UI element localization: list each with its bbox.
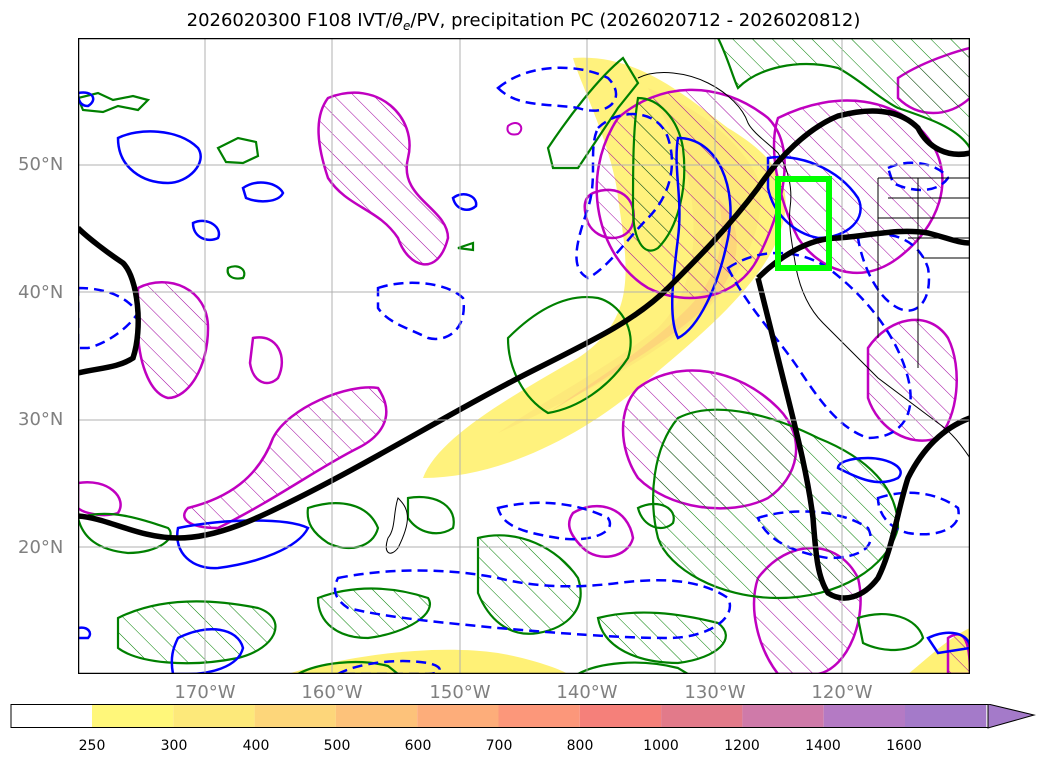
colorbar-tick-300: 300 (160, 738, 188, 754)
colorbar-cell (254, 704, 336, 728)
title-theta-sub: e (403, 19, 411, 33)
map-panel (78, 38, 970, 674)
colorbar-cell (11, 704, 92, 728)
colorbar-cells (11, 704, 987, 728)
ivt-band-south (288, 649, 568, 674)
map-frame (78, 38, 970, 674)
lon-label-150w: 150°W (429, 682, 491, 703)
colorbar-cell (92, 704, 174, 728)
title-prefix: 2026020300 F108 IVT/ (186, 10, 392, 31)
title-suffix: /PV, precipitation PC (2026020712 - 2026… (410, 10, 861, 31)
colorbar-tick-250: 250 (78, 738, 106, 754)
colorbar-cell (742, 704, 824, 728)
lat-label-20n: 20°N (18, 537, 64, 558)
colorbar-cell (905, 704, 987, 728)
pv-contours (78, 91, 970, 674)
colorbar-extend-arrow (987, 704, 1036, 729)
colorbar-frame (10, 704, 989, 728)
colorbar-cell (335, 704, 418, 728)
title-theta: θ (391, 10, 403, 31)
colorbar-tick-800: 800 (566, 738, 594, 754)
colorbar-cell (417, 704, 499, 728)
colorbar-tick-500: 500 (323, 738, 351, 754)
colorbar-cell (661, 704, 743, 728)
colorbar-cell (498, 704, 580, 728)
colorbar-tick-1600: 1600 (886, 738, 922, 754)
lon-label-160w: 160°W (301, 682, 363, 703)
colorbar-tick-700: 700 (485, 738, 513, 754)
colorbar-tick-1400: 1400 (805, 738, 841, 754)
lon-label-130w: 130°W (684, 682, 746, 703)
lat-label-50n: 50°N (18, 154, 64, 175)
lon-label-140w: 140°W (556, 682, 618, 703)
lon-label-170w: 170°W (174, 682, 236, 703)
colorbar-cell (579, 704, 662, 728)
lat-label-40n: 40°N (18, 282, 64, 303)
lat-label-30n: 30°N (18, 409, 64, 430)
colorbar-tick-1200: 1200 (724, 738, 760, 754)
colorbar-tick-600: 600 (404, 738, 432, 754)
graticule (78, 38, 970, 674)
theta-e-contours (78, 108, 970, 601)
coastline (385, 72, 970, 554)
colorbar-tick-400: 400 (242, 738, 270, 754)
colorbar-cell (823, 704, 905, 728)
lon-label-120w: 120°W (811, 682, 873, 703)
target-box (775, 176, 832, 271)
colorbar (10, 704, 1036, 729)
ivt-band-core (548, 198, 737, 413)
colorbar-tick-1000: 1000 (643, 738, 679, 754)
precip-pc-contours (78, 38, 970, 674)
chart-title: 2026020300 F108 IVT/θe/PV, precipitation… (0, 10, 1047, 33)
colorbar-cell (173, 704, 255, 728)
